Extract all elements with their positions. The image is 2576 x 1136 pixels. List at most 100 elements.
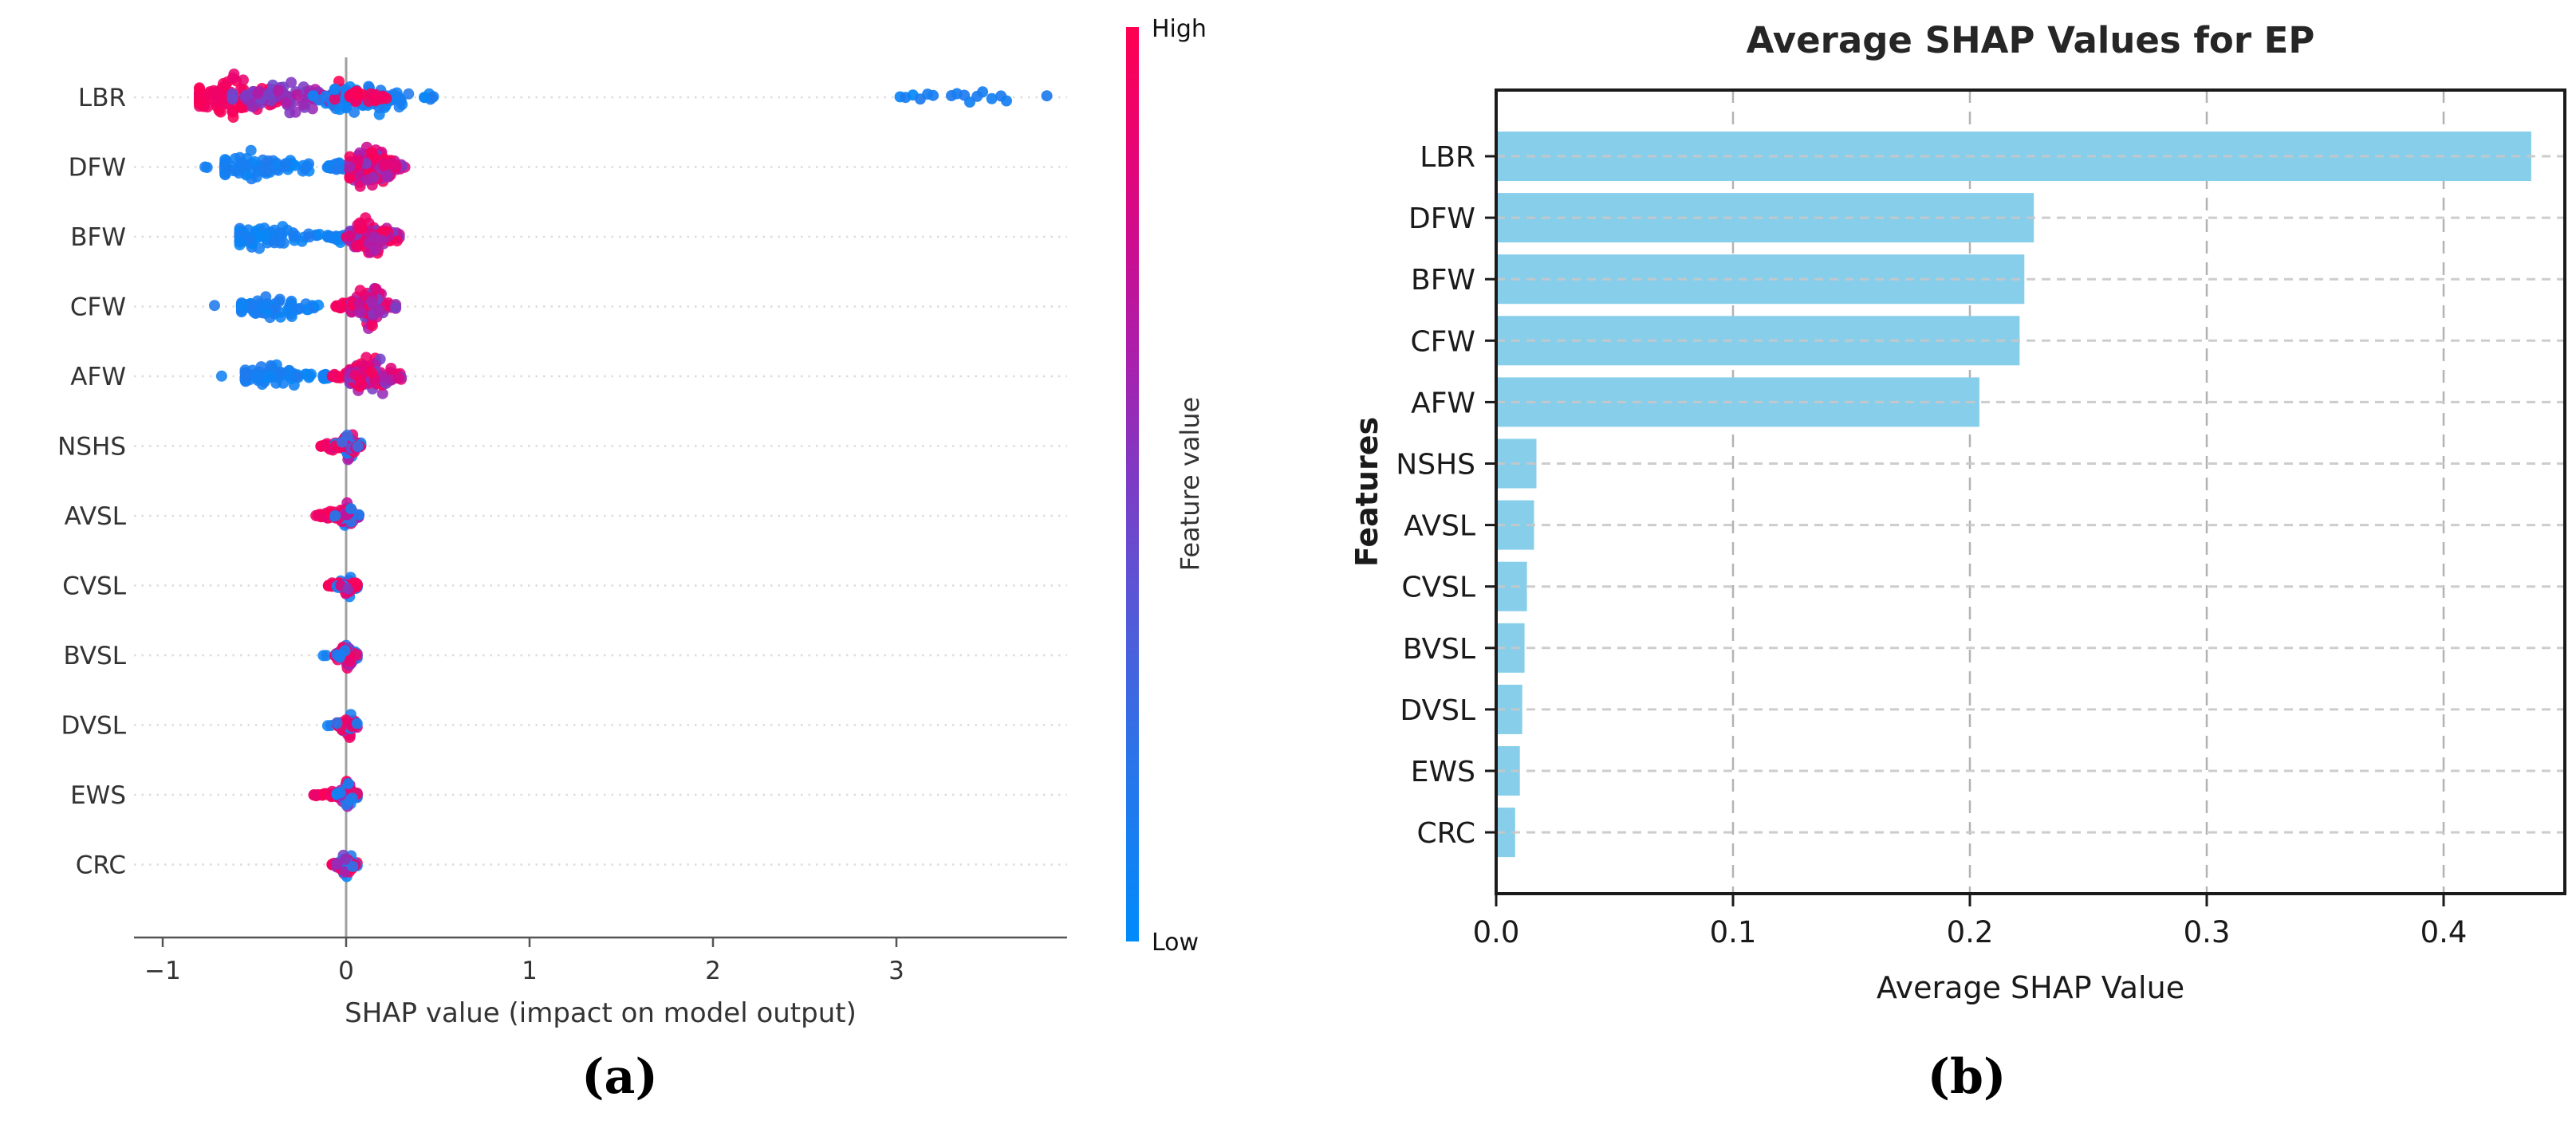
shap-dot	[391, 235, 403, 247]
beeswarm-row-nshs	[315, 429, 367, 466]
shap-dot	[342, 777, 354, 789]
shap-dot	[366, 366, 377, 378]
bar-category-label: NSHS	[1396, 449, 1475, 482]
shap-dot	[376, 234, 388, 246]
shap-dot	[353, 297, 365, 309]
feature-label: CRC	[76, 851, 126, 880]
shap-dot	[250, 171, 262, 183]
bar-horizontal-gridlines	[1496, 155, 2565, 834]
shap-dot	[370, 88, 381, 100]
shap-dot	[373, 305, 385, 316]
shap-dot	[360, 158, 372, 170]
shap-dot	[201, 162, 213, 173]
shap-dot	[297, 99, 309, 111]
shap-dot	[334, 301, 346, 313]
shap-dot	[334, 649, 346, 661]
colorbar-high-label: High	[1152, 15, 1207, 43]
shap-dot	[370, 283, 382, 295]
bar-crc	[1498, 808, 1515, 858]
shap-dot	[392, 372, 404, 384]
shap-dot	[218, 77, 229, 89]
x-tick-label: 0	[338, 957, 354, 985]
shap-dot	[376, 387, 388, 399]
shap-dot	[226, 73, 238, 84]
shap-dot	[242, 224, 254, 236]
bar-y-axis-title: Features	[1349, 417, 1385, 567]
feature-label: CFW	[70, 293, 126, 322]
shap-dot	[226, 93, 238, 105]
beeswarm-x-ticks: −1 0 1 2 3	[144, 937, 904, 985]
bar-category-label: AVSL	[1404, 510, 1475, 543]
beeswarm-row-ews	[308, 776, 363, 812]
shap-dot	[286, 77, 297, 88]
bar-x-axis-title: Average SHAP Value	[1877, 970, 2184, 1005]
feature-label: AVSL	[65, 502, 127, 531]
x-tick-label: 1	[522, 957, 538, 985]
bar-category-label: BVSL	[1403, 633, 1475, 666]
shap-dot	[354, 217, 366, 229]
feature-label: LBR	[78, 84, 126, 112]
bar-category-label: CFW	[1411, 325, 1475, 358]
shap-dot	[259, 230, 271, 242]
shap-dot	[278, 237, 290, 249]
bar-category-label: AFW	[1411, 387, 1475, 419]
panel-b-caption: (b)	[1927, 1049, 2007, 1105]
feature-label: NSHS	[57, 433, 126, 462]
shap-outlier-dot	[1001, 95, 1012, 107]
colorbar-low-label: Low	[1152, 929, 1199, 957]
panel-a-caption: (a)	[581, 1049, 658, 1105]
x-tick-label: 2	[705, 957, 721, 985]
bar-chart-title: Average SHAP Values for EP	[1747, 19, 2315, 61]
shap-dot	[291, 88, 303, 100]
shap-dot	[310, 509, 322, 521]
bar-panel: LBR DFW BFW CFW AFW NSHS AVSL CVSL BVSL DVSL EWS CR…	[1349, 19, 2566, 1005]
shap-dot	[334, 787, 346, 799]
x-tick-label: 0.0	[1473, 915, 1520, 949]
shap-outlier-dot	[977, 86, 989, 98]
shap-dot	[390, 159, 402, 171]
shap-dot	[248, 155, 260, 167]
feature-label: DFW	[69, 154, 126, 183]
shap-dot	[290, 106, 301, 118]
shap-dot	[194, 98, 205, 110]
shap-dot	[354, 285, 366, 297]
bar-category-label: CVSL	[1401, 572, 1475, 604]
beeswarm-row-cfw	[209, 282, 402, 334]
shap-dot	[293, 303, 305, 314]
beeswarm-row-gridlines	[134, 96, 1067, 866]
shap-dot	[329, 510, 341, 521]
shap-dot	[381, 171, 393, 183]
shap-dot	[286, 295, 297, 307]
shap-dot	[385, 363, 397, 374]
x-tick-label: 0.3	[2184, 915, 2231, 949]
shap-dot	[308, 789, 320, 801]
beeswarm-points	[194, 69, 1053, 882]
beeswarm-feature-labels: LBR DFW BFW CFW AFW NSHS AVSL CVSL BVSL DVSL EWS CR…	[57, 84, 127, 880]
bar-plot-border	[1495, 88, 2566, 895]
feature-label: BVSL	[64, 642, 127, 670]
shap-dot	[340, 853, 351, 865]
shap-dot	[283, 365, 295, 377]
shap-dot	[304, 231, 315, 243]
shap-dot	[194, 83, 205, 95]
shap-dot	[345, 503, 356, 515]
beeswarm-row-dfw	[199, 141, 411, 192]
shap-dot	[270, 302, 282, 314]
x-tick-label: −1	[144, 957, 181, 985]
shap-dot	[368, 151, 380, 163]
shap-dot	[240, 89, 252, 101]
shap-dot	[363, 96, 375, 108]
shap-dot	[318, 370, 330, 382]
shap-dot	[299, 163, 311, 175]
shap-dot	[352, 441, 364, 453]
beeswarm-row-afw	[215, 352, 407, 399]
bar-y-ticks: LBR DFW BFW CFW AFW NSHS AVSL CVSL BVSL DVSL EWS CR…	[1396, 141, 1496, 850]
shap-dot	[353, 509, 365, 521]
beeswarm-row-dvsl	[321, 709, 363, 743]
shap-dot	[347, 861, 359, 872]
bar-category-label: BFW	[1411, 264, 1475, 297]
shap-dot	[245, 144, 257, 156]
shap-dot	[331, 717, 343, 729]
shap-dot	[327, 371, 338, 383]
shap-dot	[341, 429, 353, 441]
